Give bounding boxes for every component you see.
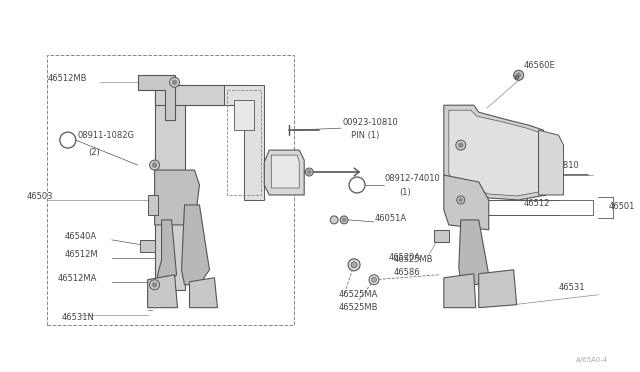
Circle shape (456, 140, 466, 150)
Polygon shape (138, 75, 175, 120)
Text: 46586: 46586 (394, 268, 420, 277)
Circle shape (372, 277, 376, 282)
Text: 46540A: 46540A (65, 232, 97, 241)
Text: 46512: 46512 (524, 199, 550, 208)
Text: 08912-74010: 08912-74010 (385, 173, 441, 183)
Text: N: N (354, 180, 360, 189)
Text: 46503: 46503 (27, 192, 53, 202)
Text: PIN (1): PIN (1) (534, 173, 562, 183)
Polygon shape (189, 278, 218, 308)
Polygon shape (271, 155, 300, 188)
Text: 46525MB: 46525MB (339, 303, 379, 312)
Circle shape (342, 218, 346, 222)
Text: 46512MB: 46512MB (48, 74, 88, 83)
Circle shape (514, 70, 524, 80)
Polygon shape (479, 270, 516, 308)
Polygon shape (234, 100, 254, 130)
Polygon shape (155, 85, 184, 290)
Circle shape (150, 160, 159, 170)
Circle shape (348, 259, 360, 271)
Text: 46531: 46531 (559, 283, 585, 292)
Circle shape (152, 282, 157, 287)
Text: 46520A: 46520A (389, 253, 421, 262)
Text: 46525MA: 46525MA (339, 290, 378, 299)
Polygon shape (182, 205, 209, 285)
Text: 46051A: 46051A (375, 214, 407, 224)
Bar (47, 55, 294, 325)
Circle shape (515, 75, 518, 79)
Polygon shape (155, 85, 250, 105)
Text: 46512M: 46512M (65, 250, 99, 259)
Polygon shape (434, 230, 449, 242)
Polygon shape (225, 85, 264, 200)
Text: N: N (65, 136, 71, 145)
Circle shape (150, 280, 159, 290)
Polygon shape (155, 170, 200, 225)
Polygon shape (444, 105, 547, 200)
Text: 46531N: 46531N (62, 313, 95, 322)
Circle shape (307, 170, 311, 174)
Polygon shape (444, 175, 489, 230)
Circle shape (369, 275, 379, 285)
Circle shape (457, 196, 465, 204)
Polygon shape (264, 150, 304, 195)
Text: (2): (2) (88, 148, 99, 157)
Circle shape (170, 77, 180, 87)
Polygon shape (444, 274, 476, 308)
Circle shape (516, 73, 521, 78)
Circle shape (459, 198, 463, 202)
Text: PIN (1): PIN (1) (351, 131, 380, 140)
Circle shape (349, 177, 365, 193)
Circle shape (60, 132, 76, 148)
Text: 46560E: 46560E (524, 61, 556, 70)
Text: (1): (1) (399, 189, 411, 198)
Circle shape (330, 216, 338, 224)
Polygon shape (449, 110, 539, 196)
Polygon shape (140, 240, 155, 252)
Text: 46525MB: 46525MB (394, 255, 433, 264)
Text: 00923-10810: 00923-10810 (342, 118, 398, 127)
Circle shape (458, 142, 463, 148)
Polygon shape (148, 275, 177, 308)
Polygon shape (157, 220, 177, 285)
Text: A/65A0-4: A/65A0-4 (576, 356, 609, 363)
Circle shape (152, 163, 157, 167)
Circle shape (305, 168, 313, 176)
Text: 46512MA: 46512MA (58, 274, 97, 283)
Polygon shape (539, 130, 564, 195)
Polygon shape (148, 195, 157, 215)
Text: 00923-10810: 00923-10810 (524, 161, 579, 170)
Circle shape (172, 80, 177, 85)
Text: 46501: 46501 (609, 202, 635, 211)
Polygon shape (459, 220, 489, 285)
Circle shape (340, 216, 348, 224)
Circle shape (351, 262, 357, 268)
Text: 08911-1082G: 08911-1082G (78, 131, 135, 140)
